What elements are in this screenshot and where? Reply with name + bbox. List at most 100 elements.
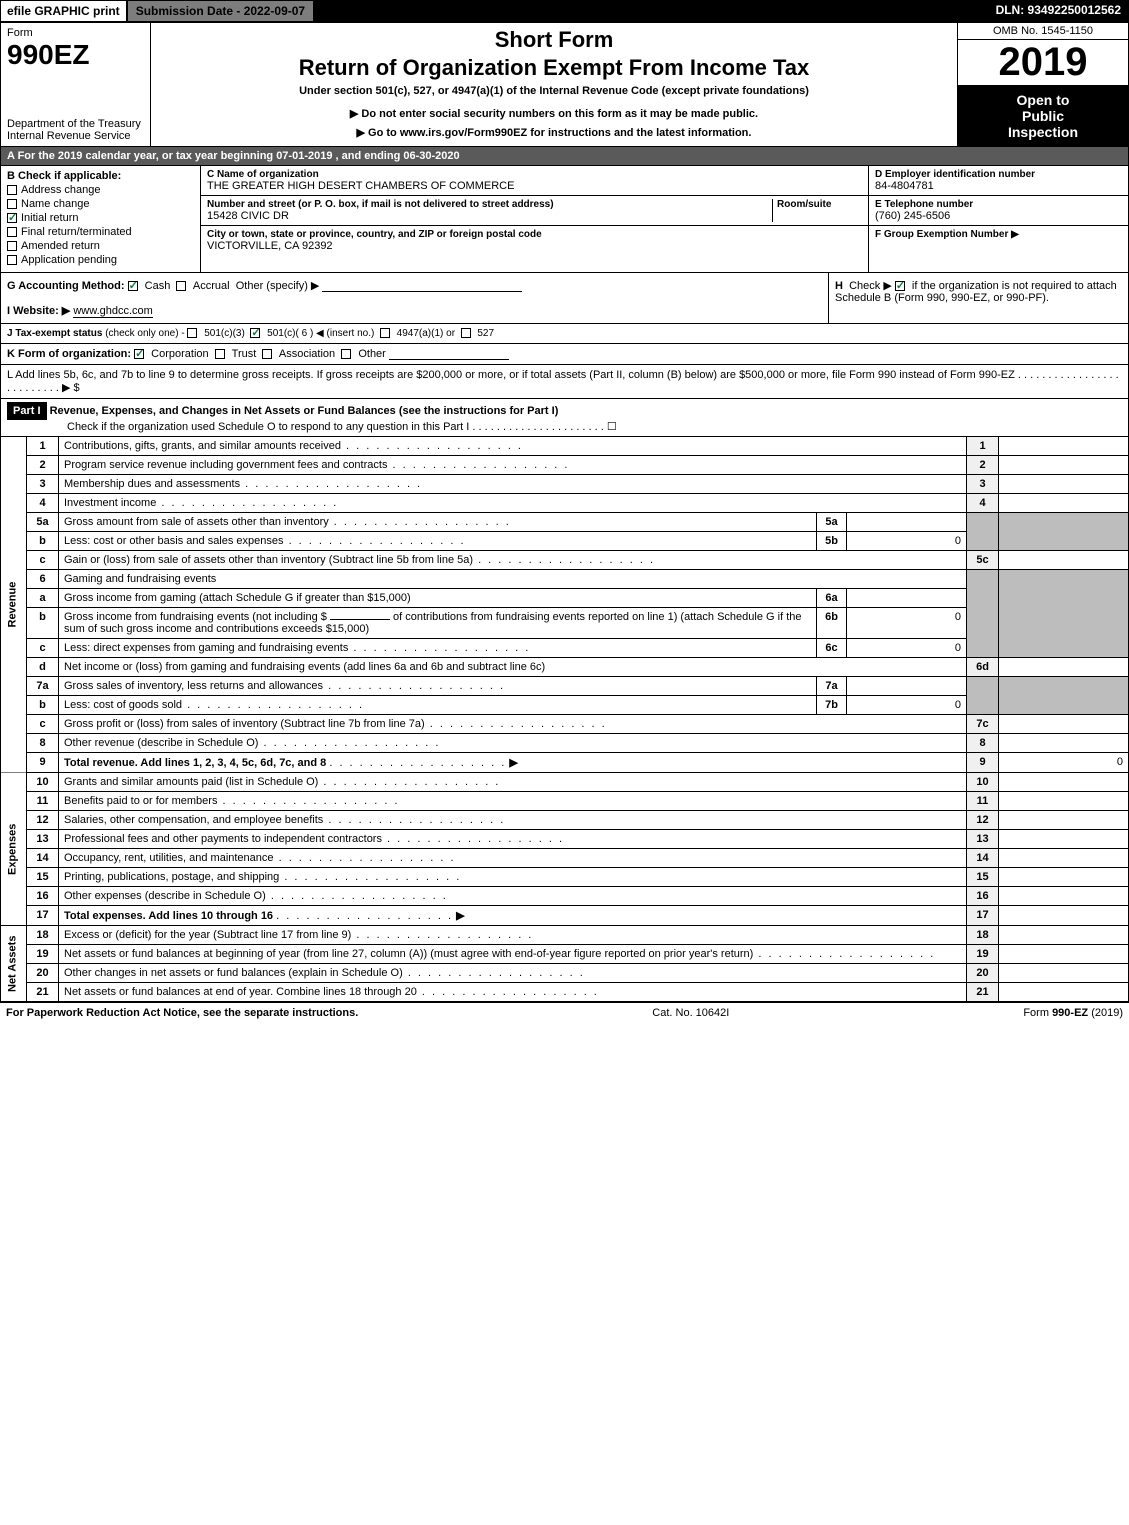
label-association: Association [279,348,335,360]
label-amended-return: Amended return [21,240,100,252]
checkbox-527[interactable] [461,328,471,338]
tax-year: 2019 [958,40,1128,86]
line-10-num: 10 [27,773,59,792]
line-7b-text: Less: cost of goods sold [59,696,817,715]
line-3-amount [999,475,1129,494]
line-5c-right-num: 5c [967,551,999,570]
line-6b-sublabel: 6b [817,608,847,639]
line-6abc-shaded-amt [999,570,1129,658]
line-6a-text: Gross income from gaming (attach Schedul… [59,589,817,608]
open-public-badge: Open to Public Inspection [958,86,1128,146]
checkbox-association[interactable] [262,349,272,359]
row-a-tax-year: A For the 2019 calendar year, or tax yea… [0,147,1129,166]
line-8-amount [999,734,1129,753]
line-6a-sublabel: 6a [817,589,847,608]
checkbox-schedule-b-not-required[interactable] [895,281,905,291]
line-6c-sublabel: 6c [817,639,847,658]
checkbox-cash[interactable] [128,281,138,291]
line-18-right-num: 18 [967,926,999,945]
part-1-check-note: Check if the organization used Schedule … [67,421,604,433]
submission-date: Submission Date - 2022-09-07 [127,0,314,22]
checkbox-corporation[interactable] [134,349,144,359]
label-initial-return: Initial return [21,212,78,224]
label-trust: Trust [232,348,257,360]
checkbox-4947a1[interactable] [380,328,390,338]
checkbox-final-return[interactable] [7,227,17,237]
label-4947a1: 4947(a)(1) or [397,328,455,339]
line-6c-num: c [27,639,59,658]
checkbox-501c3[interactable] [187,328,197,338]
line-19-amount [999,945,1129,964]
telephone-value: (760) 245-6506 [875,210,1122,222]
checkbox-other-org[interactable] [341,349,351,359]
form-header: Form 990EZ Department of the Treasury In… [0,22,1129,147]
section-b-title: B Check if applicable: [7,170,194,182]
checkbox-trust[interactable] [215,349,225,359]
line-17-num: 17 [27,906,59,926]
line-13-num: 13 [27,830,59,849]
line-8-right-num: 8 [967,734,999,753]
line-6d-amount [999,658,1129,677]
line-11-num: 11 [27,792,59,811]
checkbox-accrual[interactable] [176,281,186,291]
checkbox-amended-return[interactable] [7,241,17,251]
line-5a-subamount [847,513,967,532]
line-15-num: 15 [27,868,59,887]
label-accrual: Accrual [193,280,230,292]
part-1-label: Part I [7,402,47,420]
label-application-pending: Application pending [21,254,117,266]
line-2-right-num: 2 [967,456,999,475]
omb-number: OMB No. 1545-1150 [958,23,1128,40]
line-20-num: 20 [27,964,59,983]
ein-value: 84-4804781 [875,180,1122,192]
efile-print-button[interactable]: efile GRAPHIC print [0,0,127,22]
form-of-org-label: K Form of organization: [7,348,131,360]
line-12-right-num: 12 [967,811,999,830]
label-527: 527 [477,328,494,339]
line-16-text: Other expenses (describe in Schedule O) [59,887,967,906]
lines-table: Revenue 1 Contributions, gifts, grants, … [0,437,1129,1002]
part-1-checkbox[interactable]: ☐ [607,421,617,433]
line-10-right-num: 10 [967,773,999,792]
line-14-text: Occupancy, rent, utilities, and maintena… [59,849,967,868]
footer-center: Cat. No. 10642I [652,1007,729,1019]
website-value[interactable]: www.ghdcc.com [73,305,152,318]
line-6c-subamount: 0 [847,639,967,658]
checkbox-initial-return[interactable] [7,213,17,223]
street-value: 15428 CIVIC DR [207,210,772,222]
line-7c-text: Gross profit or (loss) from sales of inv… [59,715,967,734]
line-6b-subamount: 0 [847,608,967,639]
goto-link-text[interactable]: ▶ Go to www.irs.gov/Form990EZ for instru… [159,126,949,139]
line-7c-num: c [27,715,59,734]
line-11-right-num: 11 [967,792,999,811]
line-7a-num: 7a [27,677,59,696]
line-7a-text: Gross sales of inventory, less returns a… [59,677,817,696]
org-name: THE GREATER HIGH DESERT CHAMBERS OF COMM… [207,180,862,192]
line-5b-text: Less: cost or other basis and sales expe… [59,532,817,551]
line-6a-subamount [847,589,967,608]
line-13-right-num: 13 [967,830,999,849]
line-21-right-num: 21 [967,983,999,1002]
line-15-amount [999,868,1129,887]
line-21-amount [999,983,1129,1002]
other-org-input[interactable] [389,348,509,360]
street-label: Number and street (or P. O. box, if mail… [207,199,772,210]
dln-number: DLN: 93492250012562 [988,0,1129,22]
h-check-text: Check ▶ [849,280,892,292]
line-13-amount [999,830,1129,849]
line-19-text: Net assets or fund balances at beginning… [59,945,967,964]
line-16-num: 16 [27,887,59,906]
line-14-num: 14 [27,849,59,868]
other-specify-input[interactable] [322,280,522,292]
label-final-return: Final return/terminated [21,226,132,238]
checkbox-address-change[interactable] [7,185,17,195]
checkbox-501c[interactable] [250,328,260,338]
checkbox-application-pending[interactable] [7,255,17,265]
tax-exempt-status-label: J Tax-exempt status [7,328,102,339]
line-9-text: Total revenue. Add lines 1, 2, 3, 4, 5c,… [59,753,967,773]
line-6c-text: Less: direct expenses from gaming and fu… [59,639,817,658]
section-h: H Check ▶ if the organization is not req… [828,273,1128,323]
checkbox-name-change[interactable] [7,199,17,209]
line-8-num: 8 [27,734,59,753]
header-right: OMB No. 1545-1150 2019 Open to Public In… [958,23,1128,146]
